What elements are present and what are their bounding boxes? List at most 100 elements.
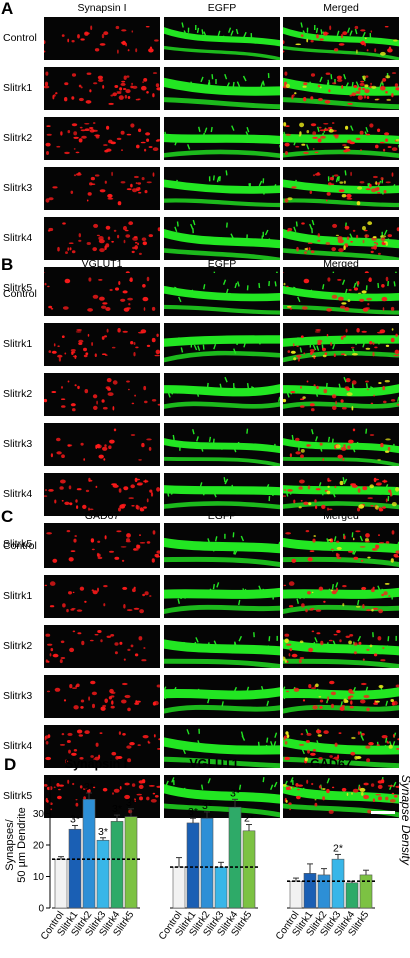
bar: [359, 874, 373, 909]
significance-label: 3*: [84, 781, 94, 793]
merged-image: [283, 167, 399, 210]
panel-letter: B: [1, 255, 14, 274]
row-label: Control: [3, 32, 37, 44]
row-label: Slitrk4: [3, 488, 33, 500]
marker-image: [44, 525, 160, 568]
marker-image: [44, 17, 160, 60]
merged-image: [283, 725, 399, 768]
bar: [242, 830, 256, 909]
side-label: Synapse Density: [399, 775, 410, 866]
merged-image: [283, 373, 399, 416]
egfp-image: [164, 775, 280, 818]
merged-image: [283, 473, 399, 516]
y-axis-label: Synapses/: [4, 818, 16, 870]
bar: [172, 866, 186, 909]
synapse-density-chart: D Synapses/50 µm Dendrite Synapse Density 0…: [4, 756, 410, 942]
y-tick-label: 30: [33, 809, 45, 820]
group-title: GAD67: [310, 757, 352, 771]
merged-image: [283, 423, 399, 466]
column-header: VGLUT1: [81, 258, 123, 270]
row-label: Slitrk1: [3, 338, 33, 350]
egfp-image: [164, 67, 280, 110]
marker-image: [44, 373, 160, 416]
egfp-image: [164, 575, 280, 618]
marker-image: [44, 473, 160, 516]
bar: [96, 839, 110, 909]
egfp-image: [164, 423, 280, 466]
egfp-image: [164, 217, 280, 260]
marker-image: [44, 117, 160, 160]
merged-image: [283, 17, 399, 60]
row-label: Slitrk4: [3, 740, 33, 752]
bar: [345, 882, 359, 909]
merged-image: [283, 525, 399, 568]
row-label: Slitrk2: [3, 640, 33, 652]
column-header: Merged: [323, 258, 359, 270]
significance-label: 3*: [98, 826, 108, 838]
egfp-image: [164, 373, 280, 416]
bar: [82, 799, 96, 909]
marker-image: [44, 625, 160, 668]
y-tick-label: 10: [33, 872, 45, 883]
marker-image: [44, 67, 160, 110]
bar: [303, 873, 317, 909]
marker-image: [44, 725, 160, 768]
bar: [54, 858, 68, 909]
row-label: Slitrk3: [3, 690, 33, 702]
column-header: EGFP: [207, 2, 237, 14]
row-label: Slitrk3: [3, 438, 33, 450]
column-header: Merged: [323, 510, 359, 522]
marker-image: [44, 167, 160, 210]
significance-label: 3*: [188, 806, 198, 818]
significance-label: 2*: [244, 813, 254, 825]
egfp-image: [164, 725, 280, 768]
marker-image: [44, 273, 160, 316]
bar: [110, 821, 124, 909]
egfp-image: [164, 323, 280, 366]
merged-image: [283, 67, 399, 110]
group-title: Synapsin I: [65, 757, 128, 771]
panel-letter: D: [4, 756, 16, 774]
marker-image: [44, 775, 160, 818]
bar: [289, 880, 303, 909]
egfp-image: [164, 167, 280, 210]
row-label: Slitrk5: [3, 282, 33, 294]
merged-image: [283, 323, 399, 366]
significance-label: 3*: [126, 797, 136, 809]
scale-bar: [371, 811, 395, 814]
bar: [68, 828, 82, 909]
bar: [124, 816, 138, 909]
column-header: GAD67: [84, 510, 120, 522]
merged-image: [283, 217, 399, 260]
merged-image: [283, 117, 399, 160]
merged-image: [283, 273, 399, 316]
significance-label: 3*: [230, 787, 240, 799]
row-label: Slitrk2: [3, 388, 33, 400]
egfp-image: [164, 17, 280, 60]
bar: [186, 822, 200, 909]
y-axis-label: 50 µm Dendrite: [16, 807, 28, 882]
column-header: Merged: [323, 2, 359, 14]
merged-image: [283, 675, 399, 718]
egfp-image: [164, 675, 280, 718]
marker-image: [44, 575, 160, 618]
egfp-image: [164, 525, 280, 568]
merged-image: [283, 775, 399, 818]
panel-letter: A: [1, 0, 14, 18]
row-label: Slitrk1: [3, 82, 33, 94]
significance-label: 3*: [70, 813, 80, 825]
group-title: VGLUT1: [189, 757, 238, 771]
bar: [200, 817, 214, 909]
row-label: Slitrk5: [3, 538, 33, 550]
y-tick-label: 20: [33, 841, 45, 852]
bar: [331, 858, 345, 909]
panel-letter: C: [1, 507, 14, 526]
bar: [214, 866, 228, 909]
merged-image: [283, 575, 399, 618]
column-header: EGFP: [207, 258, 237, 270]
egfp-image: [164, 273, 280, 316]
row-label: Slitrk3: [3, 182, 33, 194]
column-header: Synapsin I: [77, 2, 127, 14]
significance-label: 3*: [202, 800, 212, 812]
row-label: Control: [3, 540, 37, 552]
